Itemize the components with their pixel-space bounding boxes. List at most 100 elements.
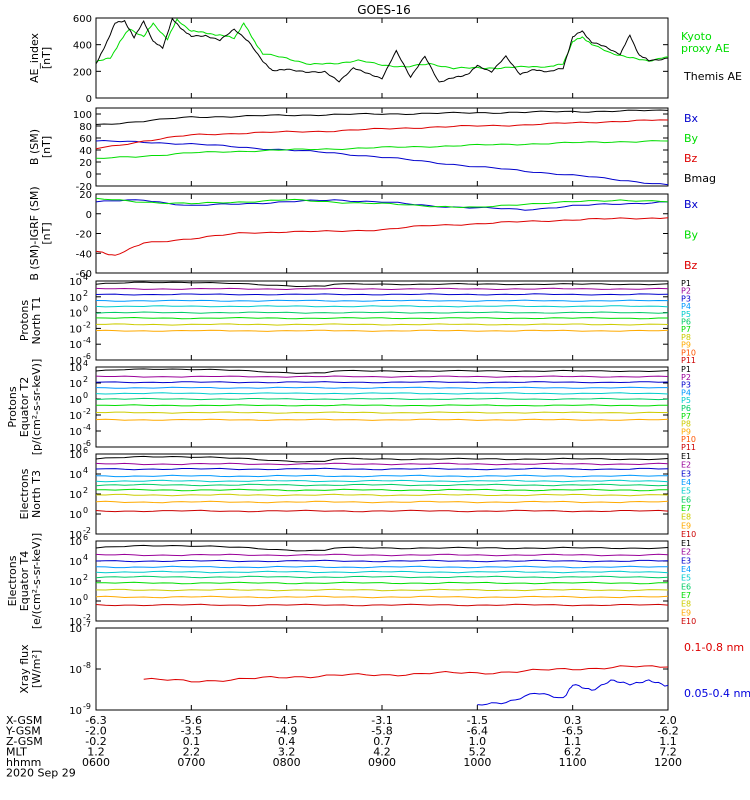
channel-label: E8 [681,600,691,609]
y-tick-exponent: -4 [83,336,91,345]
y-tick-label: 10 [69,510,82,521]
channel-label: E3 [681,556,691,565]
axis-row-label: MLT [6,746,27,759]
y-tick-exponent: -2 [83,320,91,329]
axis-row-value: 0.3 [564,714,582,727]
axis-row-value: -6.3 [85,714,106,727]
channel-line [95,500,669,504]
channel-line [95,305,669,308]
y-axis-label: B (SM)-IGRF (SM) [28,186,41,280]
axis-row-value: 4.2 [373,746,391,759]
channel-line [96,323,669,326]
y-tick-exponent: 2 [83,289,88,298]
channel-label: E9 [681,521,691,530]
channel-line [95,595,669,599]
channel-label: P4 [681,388,691,397]
y-tick-exponent: -8 [83,661,91,670]
legend-entry: Bmag [684,172,716,185]
channel-label: P2 [681,373,691,382]
channel-label: E1 [681,452,691,461]
series-line [95,199,669,211]
channel-line [95,483,669,487]
y-tick-label: 60 [79,134,92,145]
channel-line [95,570,669,574]
y-tick-exponent: -6 [83,352,91,361]
y-axis-label: Protons [18,300,31,341]
axis-row-value: 1.1 [564,735,582,748]
channel-line [95,575,669,579]
y-tick-label: 10 [69,706,82,717]
y-tick-label: 10 [69,363,82,374]
axis-row-value: -6.5 [562,725,583,738]
y-tick-label: 0 [86,210,92,221]
channel-label: P9 [681,341,691,350]
legend-entry: By [684,229,699,242]
channel-label: P8 [681,333,691,342]
series-line [95,119,669,150]
y-axis-label: Electrons [18,468,31,519]
channel-label: P7 [681,325,691,334]
y-tick-label: -20 [76,182,92,193]
y-tick-label: 10 [69,537,82,548]
panel-frame [95,540,669,622]
legend-entry: Themis AE [683,70,742,83]
series-line [95,18,669,70]
axis-row-value: -5.8 [371,725,392,738]
channel-line [95,281,669,288]
legend-entry: Bz [684,152,698,165]
channel-label: E1 [681,539,691,548]
axis-row-value: 0.1 [183,735,201,748]
y-tick-label: 0 [86,94,92,105]
axis-row-value: -6.4 [467,725,488,738]
channel-line [95,581,668,585]
y-tick-exponent: 2 [83,375,88,384]
channel-line [95,462,669,466]
channel-line [95,467,669,471]
channel-line [95,375,669,378]
axis-row-label: X-GSM [6,714,42,727]
axis-row-value: 0.7 [373,735,391,748]
channel-line [95,404,669,407]
channel-label: E7 [681,504,691,513]
channel-line [95,397,669,401]
y-tick-label: 10 [69,577,82,588]
y-tick-label: 10 [69,450,82,461]
legend-entry: proxy AE [681,42,730,55]
panel-frame [95,366,669,448]
y-tick-label: 100 [73,110,92,121]
axis-row-label: Z-GSM [6,735,43,748]
y-axis-label: [W/m²] [30,650,43,688]
y-tick-label: 10 [69,470,82,481]
axis-row-value: 0800 [273,756,301,769]
panel-2: -60 -40 -20 0 20 B (SM)-IGRF (SM) [nT] Bx By Bz [28,186,699,280]
y-tick-exponent: -4 [83,423,91,432]
channel-label: E2 [681,461,691,470]
channel-label: P9 [681,427,691,436]
axis-row-value: -1.5 [467,714,488,727]
channel-line [95,509,669,513]
channel-line [95,368,669,374]
channel-label: E9 [681,608,691,617]
y-tick-exponent: 0 [83,506,88,515]
channel-label: P3 [681,294,691,303]
y-axis-label: Xray flux [18,644,31,694]
y-tick-label: 10 [69,324,82,335]
y-tick-exponent: 2 [83,486,88,495]
y-tick-label: 400 [73,41,92,52]
channel-line [95,293,669,296]
axis-row-value: 0.4 [278,735,296,748]
axis-row-value: 1.0 [469,735,487,748]
y-tick-exponent: -2 [83,526,91,535]
axis-row-value: -0.2 [85,735,106,748]
channel-label: P4 [681,302,691,311]
y-tick-label: 10 [69,277,82,288]
channel-label: P1 [681,279,691,288]
legend-entry: Kyoto [681,30,712,43]
y-axis-label: [e/(cm²-s-sr-keV)] [30,533,43,629]
y-tick-exponent: 6 [83,446,88,455]
channel-label: E10 [681,617,696,626]
